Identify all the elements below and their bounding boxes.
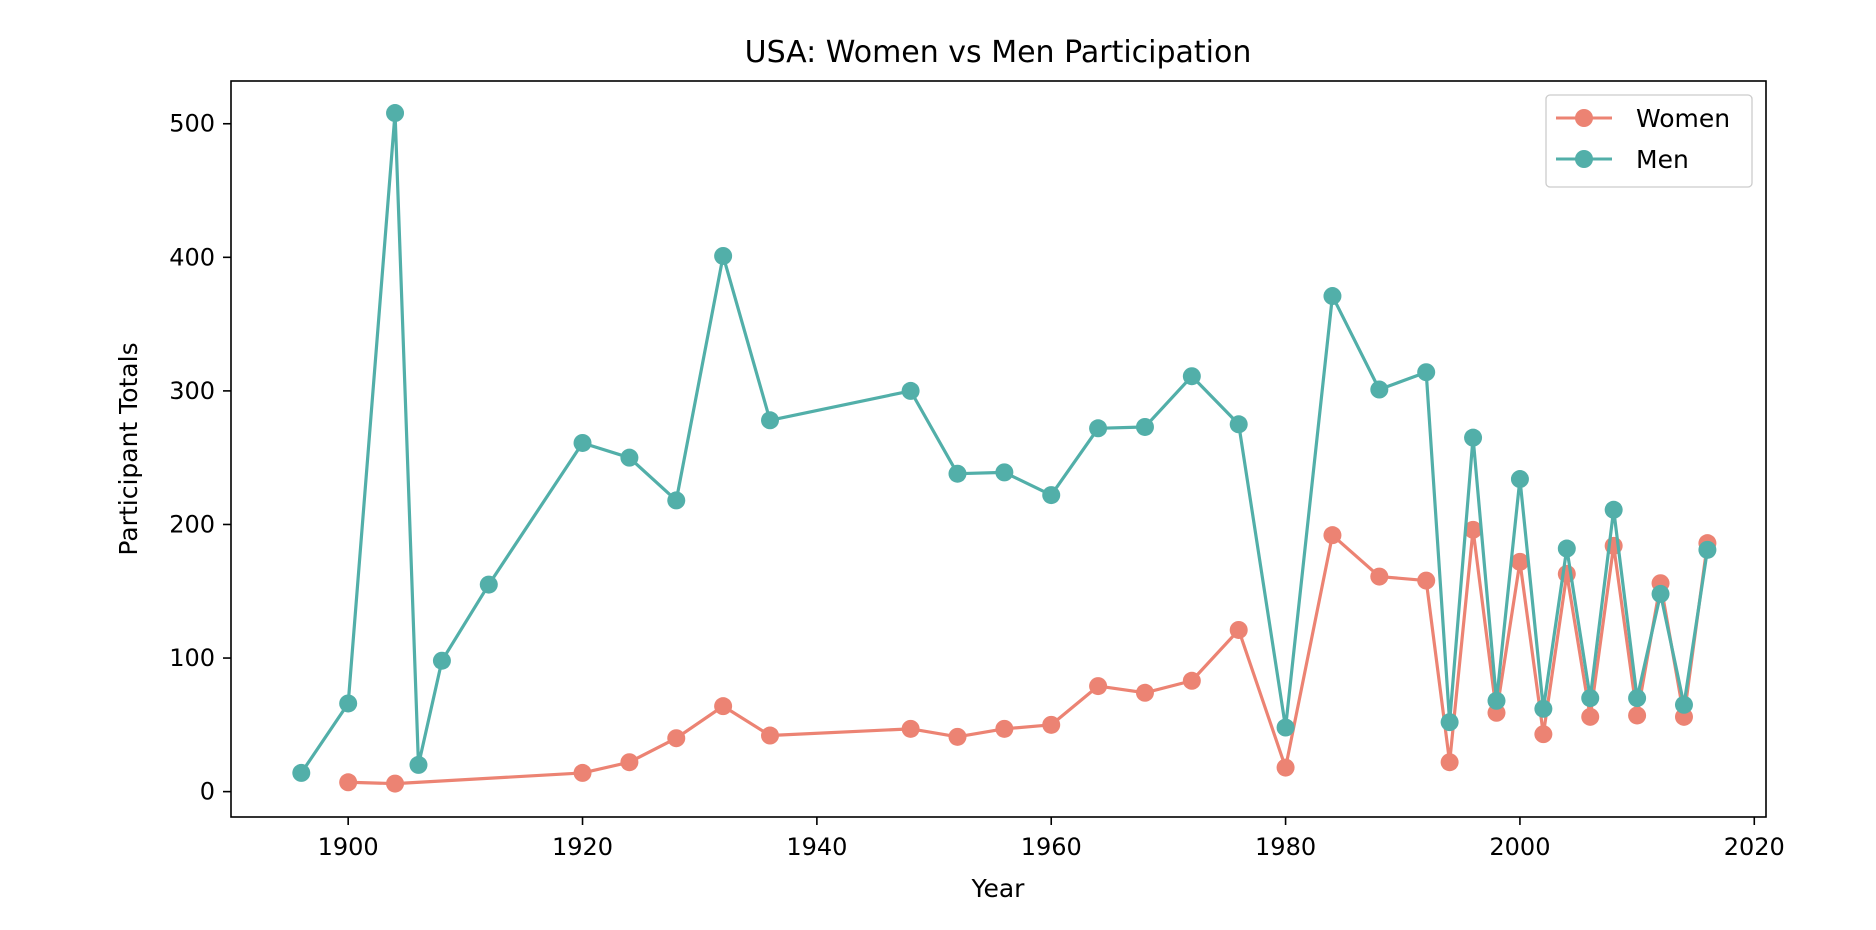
- y-tick-label: 200: [169, 510, 215, 538]
- data-point-women: [1042, 715, 1061, 734]
- data-point-men: [1557, 539, 1576, 558]
- data-point-women: [1510, 552, 1529, 571]
- data-point-women: [573, 763, 592, 782]
- data-point-women: [1534, 725, 1553, 744]
- data-point-men: [714, 246, 733, 265]
- data-point-women: [1276, 758, 1295, 777]
- x-tick-label: 2020: [1724, 833, 1785, 861]
- data-point-men: [339, 694, 358, 713]
- plot-frame: [230, 80, 1767, 818]
- data-point-men: [1440, 713, 1459, 732]
- data-point-women: [1440, 753, 1459, 772]
- data-point-men: [1651, 584, 1670, 603]
- data-point-men: [901, 381, 920, 400]
- data-point-women: [948, 727, 967, 746]
- data-point-men: [1276, 718, 1295, 737]
- x-tick-label: 1940: [786, 833, 847, 861]
- x-axis-title: Year: [971, 874, 1026, 903]
- data-point-men: [1674, 695, 1693, 714]
- data-point-men: [573, 433, 592, 452]
- series-layer: [292, 104, 1717, 793]
- x-tick-label: 2000: [1489, 833, 1550, 861]
- legend-marker-men: [1575, 150, 1593, 168]
- data-point-men: [409, 755, 428, 774]
- y-axis-title: Participant Totals: [114, 342, 143, 555]
- data-point-men: [1534, 699, 1553, 718]
- data-point-men: [667, 491, 686, 510]
- data-point-women: [1417, 571, 1436, 590]
- data-point-men: [995, 463, 1014, 482]
- y-tick-label: 500: [169, 110, 215, 138]
- data-point-women: [386, 774, 405, 793]
- data-point-men: [1370, 380, 1389, 399]
- data-point-women: [667, 729, 686, 748]
- data-point-women: [1464, 520, 1483, 539]
- data-point-men: [1487, 691, 1506, 710]
- data-point-men: [432, 651, 451, 670]
- data-point-men: [1323, 287, 1342, 306]
- y-tick-label: 100: [169, 644, 215, 672]
- data-point-women: [620, 753, 639, 772]
- x-tick-label: 1920: [552, 833, 613, 861]
- legend-marker-women: [1575, 109, 1593, 127]
- data-point-men: [1464, 428, 1483, 447]
- data-point-men: [620, 448, 639, 467]
- data-point-men: [1510, 470, 1529, 489]
- data-point-women: [1370, 567, 1389, 586]
- data-point-women: [339, 773, 358, 792]
- data-point-men: [1089, 419, 1108, 438]
- data-point-women: [1182, 671, 1201, 690]
- data-point-women: [761, 726, 780, 745]
- data-point-men: [1628, 689, 1647, 708]
- data-point-men: [479, 575, 498, 594]
- x-axis: 1900 1920 1940 1960 1980 2000 2020: [318, 817, 1785, 861]
- x-tick-label: 1960: [1021, 833, 1082, 861]
- data-point-men: [1135, 417, 1154, 436]
- data-point-women: [1135, 683, 1154, 702]
- legend: Women Men: [1545, 94, 1753, 188]
- data-point-women: [995, 719, 1014, 738]
- data-point-women: [1323, 526, 1342, 545]
- data-point-men: [1042, 486, 1061, 505]
- y-axis: 0 100 200 300 400 500: [169, 110, 231, 806]
- data-point-women: [1628, 706, 1647, 725]
- data-point-men: [1417, 363, 1436, 382]
- legend-label-women: Women: [1636, 104, 1730, 133]
- y-tick-label: 0: [200, 778, 215, 806]
- data-point-men: [386, 104, 405, 123]
- data-point-men: [761, 411, 780, 430]
- data-point-women: [901, 719, 920, 738]
- data-point-women: [714, 697, 733, 716]
- series-men: [292, 104, 1717, 782]
- data-point-men: [948, 464, 967, 483]
- data-point-women: [1229, 620, 1248, 639]
- y-tick-label: 400: [169, 243, 215, 271]
- x-tick-label: 1980: [1255, 833, 1316, 861]
- data-point-men: [292, 763, 311, 782]
- series-women: [339, 520, 1717, 793]
- x-tick-label: 1900: [318, 833, 379, 861]
- legend-label-men: Men: [1636, 145, 1689, 174]
- chart-title: USA: Women vs Men Participation: [745, 35, 1252, 70]
- data-point-men: [1581, 689, 1600, 708]
- data-point-women: [1089, 677, 1108, 696]
- y-tick-label: 300: [169, 377, 215, 405]
- data-point-men: [1229, 415, 1248, 434]
- data-point-men: [1182, 367, 1201, 386]
- data-point-women: [1581, 707, 1600, 726]
- data-point-men: [1698, 540, 1717, 559]
- data-point-men: [1604, 500, 1623, 519]
